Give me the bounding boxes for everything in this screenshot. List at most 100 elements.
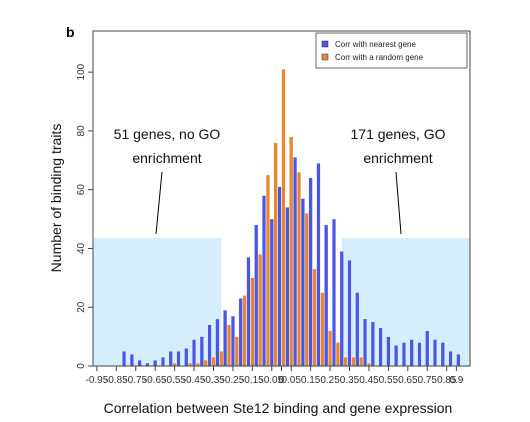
x-tick-label-8: -0.15 xyxy=(241,375,264,386)
bar-nearest-8 xyxy=(184,348,189,367)
bar-nearest-38 xyxy=(417,342,422,367)
bar-nearest-20 xyxy=(277,186,282,367)
bar-random-18 xyxy=(265,174,270,367)
bar-nearest-13 xyxy=(223,310,228,367)
y-tick-label-5: 100 xyxy=(76,63,87,80)
bar-nearest-2 xyxy=(137,359,142,367)
bar-random-11 xyxy=(211,357,216,367)
annotation-left-line1: 51 genes, no GO xyxy=(114,126,221,142)
bars xyxy=(122,69,461,367)
bar-nearest-16 xyxy=(246,257,251,367)
bar-nearest-41 xyxy=(440,342,445,367)
x-tick-label-6: -0.35 xyxy=(202,375,225,386)
annotation-right-line2: enrichment xyxy=(363,150,432,166)
bar-nearest-12 xyxy=(215,318,220,367)
bar-nearest-24 xyxy=(308,177,313,367)
bar-random-17 xyxy=(258,254,263,367)
x-tick-label-4: -0.55 xyxy=(163,375,186,386)
annotation-right-line1: 171 genes, GO xyxy=(351,126,446,142)
x-tick-label-13: 0.25 xyxy=(320,375,340,386)
legend-label-random: Corr with a random gene xyxy=(335,53,424,62)
bar-nearest-30 xyxy=(355,292,360,367)
bar-nearest-31 xyxy=(363,318,368,367)
bar-nearest-28 xyxy=(339,251,344,367)
x-tick-label-15: 0.45 xyxy=(359,375,379,386)
x-tick-label-12: 0.15 xyxy=(301,375,321,386)
bar-random-26 xyxy=(328,330,333,367)
y-tick-label-1: 20 xyxy=(76,301,87,313)
bar-nearest-32 xyxy=(370,321,375,367)
x-axis: -0.95-0.85-0.75-0.65-0.55-0.45-0.35-0.25… xyxy=(85,366,464,386)
bar-nearest-10 xyxy=(199,336,204,367)
annotation-left-line2: enrichment xyxy=(132,150,201,166)
bar-random-15 xyxy=(242,295,247,367)
y-axis: 0 20 40 60 80 100 xyxy=(76,63,93,369)
bar-nearest-4 xyxy=(153,359,158,367)
bar-nearest-25 xyxy=(316,163,321,367)
legend-swatch-random xyxy=(321,53,329,61)
bar-random-12 xyxy=(219,351,224,367)
bar-nearest-23 xyxy=(300,198,305,367)
bar-random-22 xyxy=(297,171,301,367)
bar-nearest-33 xyxy=(378,327,383,367)
bar-random-21 xyxy=(289,136,294,367)
bar-random-13 xyxy=(227,324,231,367)
x-tick-label-3: -0.65 xyxy=(144,375,167,386)
bar-random-24 xyxy=(312,268,317,367)
bar-nearest-40 xyxy=(433,339,437,367)
bar-nearest-7 xyxy=(176,351,181,367)
bar-random-25 xyxy=(320,292,325,367)
x-tick-label-20: 0.9 xyxy=(449,375,463,386)
bar-random-14 xyxy=(234,336,239,367)
bar-nearest-22 xyxy=(293,157,298,367)
bar-nearest-1 xyxy=(129,354,134,367)
bar-random-30 xyxy=(359,357,364,367)
bar-random-28 xyxy=(343,357,348,367)
bar-nearest-37 xyxy=(409,339,414,367)
bar-nearest-18 xyxy=(262,195,266,367)
x-tick-label-9: -0.05 xyxy=(260,375,283,386)
y-tick-label-3: 60 xyxy=(76,184,87,196)
bar-nearest-21 xyxy=(285,207,290,367)
legend-swatch-nearest xyxy=(321,40,329,48)
x-tick-label-0: -0.95 xyxy=(85,375,108,386)
x-tick-label-10: 0 xyxy=(279,375,285,386)
x-tick-label-1: -0.85 xyxy=(105,375,128,386)
panel-label: b xyxy=(66,24,75,40)
annotation-pointer-left xyxy=(155,171,163,235)
shaded-regions xyxy=(93,238,470,366)
bar-nearest-26 xyxy=(324,224,329,367)
x-tick-label-17: 0.65 xyxy=(398,375,418,386)
y-axis-label: Number of binding traits xyxy=(48,124,64,273)
bar-random-23 xyxy=(304,213,309,367)
legend-label-nearest: Corr with nearest gene xyxy=(335,40,416,49)
bar-nearest-5 xyxy=(161,357,165,367)
y-tick-label-4: 80 xyxy=(76,125,87,137)
x-tick-label-7: -0.25 xyxy=(222,375,245,386)
bar-nearest-27 xyxy=(332,218,336,367)
bar-nearest-14 xyxy=(230,315,235,367)
legend: Corr with nearest gene Corr with a rando… xyxy=(315,32,468,69)
bar-nearest-36 xyxy=(401,342,406,367)
bar-random-29 xyxy=(351,357,356,367)
x-tick-label-14: 0.35 xyxy=(340,375,360,386)
bar-nearest-35 xyxy=(394,345,399,367)
x-tick-label-19: 0.85 xyxy=(437,375,457,386)
bar-nearest-17 xyxy=(254,224,259,367)
x-axis-label: Correlation between Ste12 binding and ge… xyxy=(104,400,453,416)
bar-random-19 xyxy=(273,142,278,367)
x-tick-label-2: -0.75 xyxy=(124,375,147,386)
x-tick-label-16: 0.55 xyxy=(379,375,399,386)
bar-nearest-43 xyxy=(456,354,461,367)
bar-random-16 xyxy=(250,277,255,367)
bar-nearest-34 xyxy=(386,336,391,367)
bar-nearest-15 xyxy=(238,298,243,367)
bar-nearest-29 xyxy=(347,260,352,367)
x-tick-label-5: -0.45 xyxy=(183,375,206,386)
bar-nearest-19 xyxy=(269,218,274,367)
y-tick-label-2: 40 xyxy=(76,242,87,254)
y-tick-label-0: 0 xyxy=(76,363,87,369)
bar-nearest-6 xyxy=(168,351,173,367)
bar-nearest-0 xyxy=(122,351,127,367)
